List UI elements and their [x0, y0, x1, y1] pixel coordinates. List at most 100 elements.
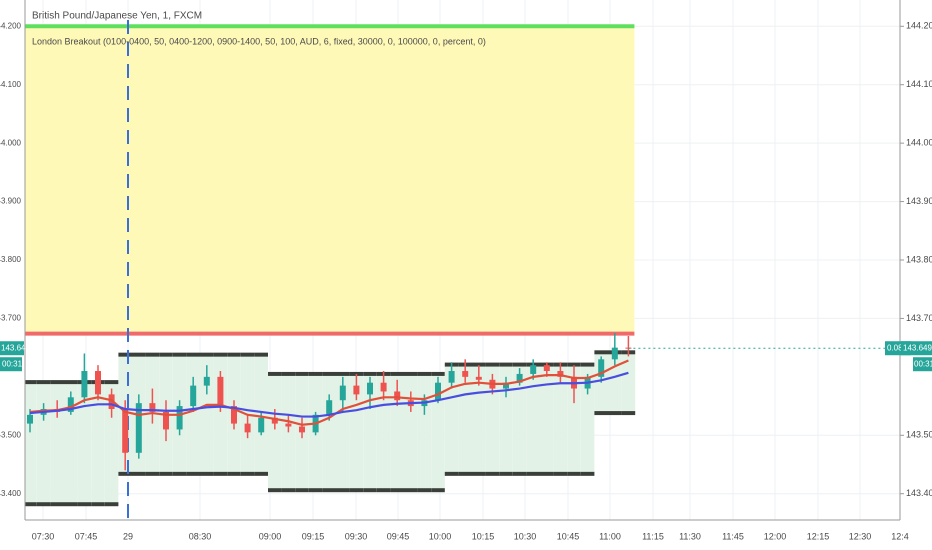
target-zone: [25, 26, 635, 334]
channel-fill: [404, 373, 418, 491]
candle-body: [435, 382, 441, 401]
candle-body: [598, 359, 605, 377]
candle-body: [135, 403, 142, 453]
x-tick-label: 08:30: [189, 531, 212, 541]
channel-fill: [553, 364, 568, 474]
y-tick-label: 144.200: [906, 21, 932, 31]
x-tick-label: 11:00: [599, 531, 621, 541]
channel-fill: [376, 373, 391, 491]
channel-fill: [621, 352, 636, 414]
candle-body: [203, 376, 210, 386]
x-tick-label: 11:30: [679, 531, 701, 541]
y-tick-label-left: 144.200: [0, 21, 22, 30]
channel-fill: [186, 354, 200, 474]
price-tag-right-text: 143.649: [903, 343, 932, 352]
y-tick-label: 144.100: [906, 79, 932, 89]
channel-fill: [36, 382, 51, 505]
x-tick-label: 10:15: [472, 531, 495, 541]
candle-body: [217, 376, 224, 407]
channel-fill: [336, 373, 350, 491]
moving-average: [29, 371, 629, 418]
channel-fill: [268, 373, 282, 491]
y-tick-label-left: 144.100: [0, 80, 22, 89]
candle-body: [95, 371, 101, 395]
candle-body: [557, 371, 564, 377]
channel-fill: [499, 364, 513, 474]
candle-body: [190, 385, 197, 407]
x-tick-label: 07:45: [75, 531, 98, 541]
x-tick-label: 10:30: [514, 531, 537, 541]
y-tick-label: 144.000: [906, 138, 932, 148]
x-tick-label: 07:30: [32, 531, 55, 541]
x-tick-label: 09:45: [387, 531, 410, 541]
channel-fill: [50, 382, 64, 505]
candle-body: [149, 403, 156, 412]
candle-body: [448, 371, 455, 383]
channel-fill: [213, 354, 228, 474]
price-tag-left: [0, 341, 24, 356]
channel-fill: [458, 364, 472, 474]
candle-body: [367, 382, 373, 395]
x-tick-label: 11:45: [722, 531, 744, 541]
countdown-left-text: 00:31: [2, 359, 23, 368]
candle-body: [176, 406, 183, 430]
channel-fill: [567, 364, 581, 474]
candle-body: [543, 365, 550, 372]
channel-fill: [363, 373, 377, 491]
indicator-label: London Breakout (0100-0400, 50, 0400-120…: [32, 36, 486, 46]
y-tick-label-left: 143.800: [0, 255, 22, 264]
x-tick-label: 29: [123, 531, 133, 541]
price-tag-left-text: 143.649: [1, 343, 30, 352]
candle-body: [516, 373, 523, 383]
candle-body: [258, 417, 265, 433]
channel-fill: [104, 382, 119, 505]
moving-average: [29, 359, 629, 426]
x-tick-label: 09:15: [302, 531, 325, 541]
candle-body: [394, 391, 401, 401]
candle-body: [244, 423, 251, 433]
channel-fill: [444, 364, 459, 474]
candle-body: [81, 371, 88, 398]
countdown-right-text: 00:31: [914, 359, 932, 368]
y-tick-label-left: 143.700: [0, 314, 22, 323]
candle-body: [530, 365, 537, 374]
channel-fill: [431, 373, 445, 491]
x-tick-label: 10:00: [429, 531, 452, 541]
candle-body: [299, 426, 305, 433]
countdown-left: [0, 357, 22, 372]
x-tick-label: 10:45: [557, 531, 580, 541]
channel-fill: [200, 354, 214, 474]
candle-body: [503, 382, 509, 389]
plot-area: [25, 0, 901, 520]
y-tick-label-left: 143.900: [0, 197, 22, 206]
channel-fill: [77, 382, 92, 505]
channel-fill: [580, 364, 595, 474]
x-tick-label: 12:4: [891, 531, 909, 541]
candle-body: [353, 385, 360, 395]
price-tag-right: [901, 341, 932, 356]
channel-fill: [64, 382, 78, 505]
candle-body: [27, 414, 33, 424]
candle-body: [380, 382, 387, 392]
y-tick-label: 143.500: [906, 430, 932, 440]
candle-body: [67, 397, 74, 412]
candle-body: [326, 400, 333, 415]
y-tick-label-left: 143.500: [0, 430, 22, 439]
candle-body: [122, 408, 129, 453]
channel-fill: [25, 382, 37, 505]
x-tick-label: 12:15: [807, 531, 830, 541]
channel-fill: [322, 373, 336, 491]
channel-fill: [526, 364, 540, 474]
y-tick-label: 143.400: [906, 488, 932, 498]
y-tick-label: 143.800: [906, 254, 932, 264]
y-tick-label-left: 144.000: [0, 138, 22, 147]
candle-body: [611, 347, 618, 360]
candle-body: [231, 406, 237, 424]
candle-body: [285, 423, 292, 427]
x-tick-label: 11:15: [642, 531, 664, 541]
candle-body: [462, 371, 469, 377]
x-tick-label: 12:00: [764, 531, 787, 541]
countdown-right: [913, 357, 932, 372]
x-tick-label: 09:00: [259, 531, 282, 541]
candle-body: [108, 394, 115, 409]
